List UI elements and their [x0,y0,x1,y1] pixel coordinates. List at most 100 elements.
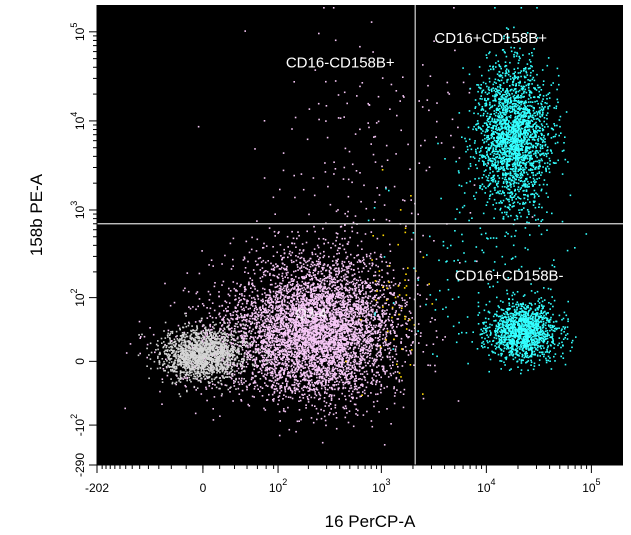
event-dot [385,261,388,263]
event-dot [283,252,286,255]
event-dot [373,362,376,364]
event-dot [271,353,274,355]
event-dot [323,263,326,265]
event-dot [227,293,230,296]
event-dot [282,287,285,289]
event-dot [312,288,314,290]
event-dot [344,332,346,334]
event-dot [225,307,227,310]
event-dot [325,384,327,386]
event-dot [369,267,372,270]
event-dot [306,347,309,349]
event-dot [292,347,294,349]
event-dot [364,330,367,333]
event-dot [333,316,336,318]
event-dot [353,403,356,406]
event-dot [274,370,276,373]
event-dot [343,355,345,357]
event-dot [339,336,342,339]
event-dot [340,306,343,309]
event-dot [379,255,382,258]
event-dot [327,360,330,362]
event-dot [347,265,350,268]
event-dot [429,364,432,367]
event-dot [279,282,281,284]
event-dot [362,348,365,351]
event-dot [300,266,303,269]
event-dot [350,324,352,326]
event-dot [308,299,311,301]
event-dot [397,366,399,368]
event-dot [322,331,324,333]
event-dot [291,313,293,316]
event-dot [367,319,369,321]
event-dot [316,348,319,351]
event-dot [312,322,314,325]
event-dot [325,326,327,328]
event-dot [198,272,201,275]
event-dot [284,354,286,356]
event-dot [242,298,245,300]
event-dot [328,334,331,337]
event-dot [256,314,259,316]
event-dot [344,353,347,356]
event-dot [322,347,324,349]
event-dot [321,441,324,444]
event-dot [266,299,269,302]
event-dot [235,307,237,309]
event-dot [262,247,264,249]
event-dot [379,326,382,329]
event-dot [245,240,248,243]
event-dot [344,303,346,306]
event-dot [311,301,314,304]
event-dot [381,269,383,271]
event-dot [293,361,295,363]
event-dot [259,335,262,338]
event-dot [307,401,310,403]
event-dot [296,362,298,365]
event-dot [338,334,341,337]
event-dot [304,327,306,330]
event-dot [324,238,327,241]
event-dot [331,313,334,315]
event-dot [389,358,392,361]
event-dot [341,267,343,270]
event-dot [283,353,285,355]
event-dot [219,338,222,340]
event-dot [265,310,268,313]
event-dot [293,270,295,273]
event-dot [382,344,385,347]
event-dot [378,339,381,341]
event-dot [262,323,265,326]
event-dot [343,261,346,263]
event-dot [360,326,363,329]
event-dot [326,319,329,321]
event-dot [311,359,313,362]
event-dot [335,288,337,290]
event-dot [341,260,344,263]
event-dot [341,370,344,373]
event-dot [276,334,279,337]
event-dot [319,252,322,255]
event-dot [253,322,256,325]
event-dot [256,238,259,241]
event-dot [299,307,302,309]
event-dot [321,296,324,299]
event-dot [388,347,391,350]
event-dot [348,324,351,326]
event-dot [340,358,343,361]
event-dot [396,360,399,363]
event-dot [324,392,326,394]
event-dot [261,325,264,327]
event-dot [379,317,381,320]
event-dot [331,331,333,333]
event-dot [322,300,324,302]
event-dot [358,298,361,300]
event-dot [298,303,300,306]
event-dot [316,337,318,339]
event-dot [319,297,321,299]
event-dot [330,281,333,283]
event-dot [303,377,305,379]
event-dot [338,272,340,274]
event-dot [281,272,284,275]
